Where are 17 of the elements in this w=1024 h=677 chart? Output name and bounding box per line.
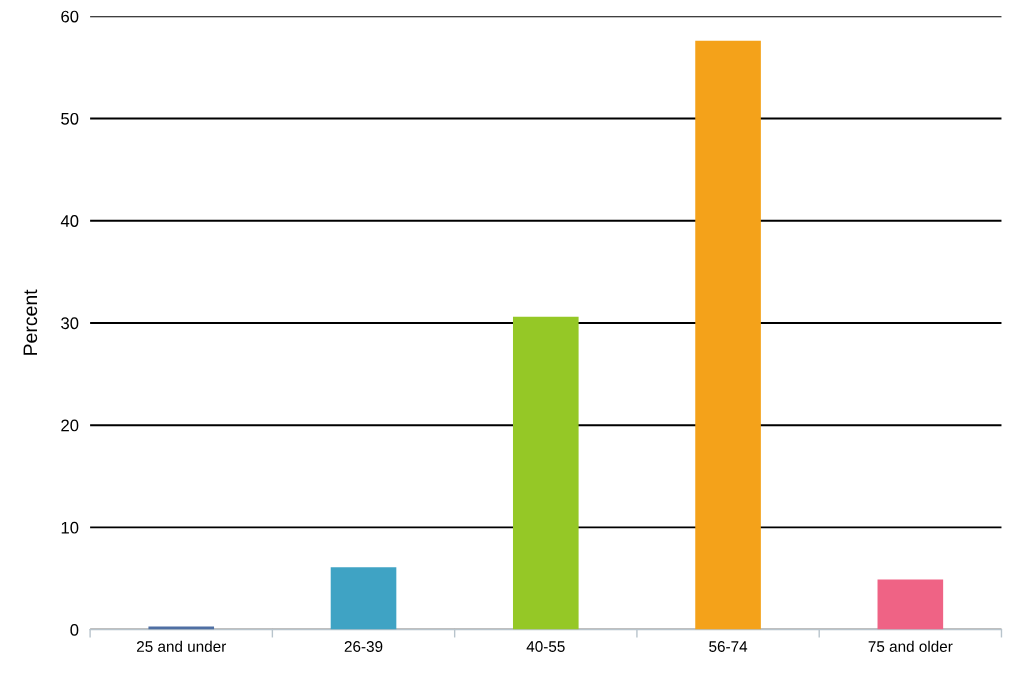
bar	[695, 40, 761, 630]
y-tick-label: 10	[61, 521, 79, 534]
y-tick-label: 40	[60, 215, 79, 227]
y-tick-label: 50	[61, 112, 79, 125]
y-tick-label: 30	[61, 317, 79, 330]
y-tick-label: 0	[70, 624, 79, 636]
y-axis-title: Percent	[23, 289, 38, 355]
bar	[877, 579, 944, 630]
x-tick-label: 75 and older	[868, 640, 953, 652]
x-tick-label: 26-39	[344, 641, 383, 652]
x-tick-label: 56-74	[709, 641, 748, 652]
x-tick-label: 25 and under	[137, 640, 227, 652]
y-tick-label: 60	[61, 10, 79, 23]
bar	[330, 567, 397, 630]
bar	[512, 316, 579, 630]
y-tick-label: 20	[61, 419, 79, 432]
x-tick-label: 40-55	[526, 641, 565, 652]
